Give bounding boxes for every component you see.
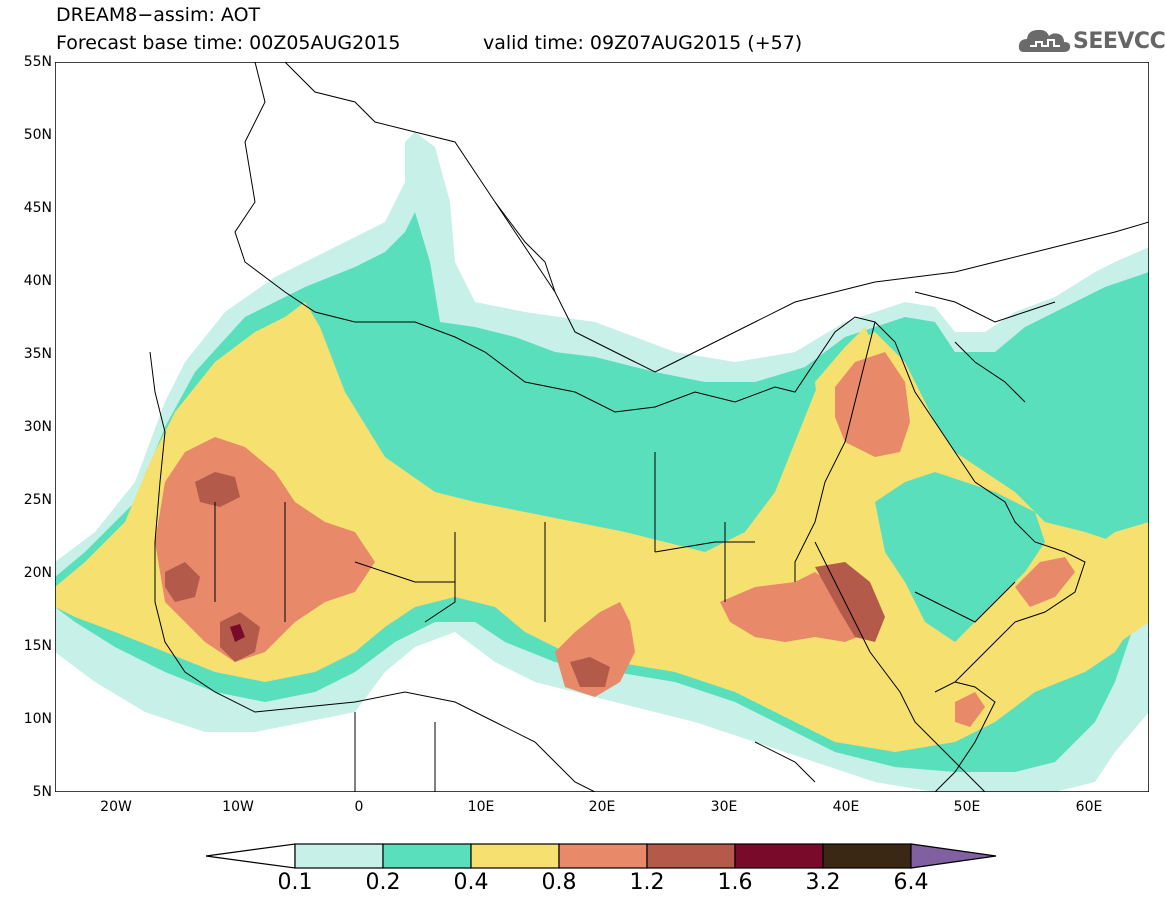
lat-label: 45N bbox=[23, 200, 52, 216]
map-title: DREAM8−assim: AOT bbox=[56, 4, 261, 26]
lat-label: 50N bbox=[23, 127, 52, 143]
cloud-icon bbox=[1018, 29, 1071, 52]
colorbar-swatch bbox=[734, 843, 824, 869]
lat-label: 25N bbox=[23, 492, 52, 508]
lon-label: 50E bbox=[953, 799, 981, 815]
lon-label: 20W bbox=[100, 799, 132, 815]
colorbar-swatch bbox=[822, 843, 912, 869]
valid-time-label: valid time: 09Z07AUG2015 (+57) bbox=[483, 32, 803, 54]
lat-label: 40N bbox=[23, 273, 52, 289]
colorbar-label: 0.8 bbox=[541, 870, 577, 895]
lon-label: 0 bbox=[354, 799, 364, 815]
aot-band-1.6 bbox=[230, 624, 245, 642]
base-time-label: Forecast base time: 00Z05AUG2015 bbox=[56, 32, 401, 54]
lat-label: 35N bbox=[23, 346, 52, 362]
colorbar-label: 0.1 bbox=[277, 870, 313, 895]
aot-band-0.8-arabia bbox=[835, 352, 910, 457]
colorbar-swatch bbox=[470, 843, 560, 869]
lon-label: 10W bbox=[222, 799, 254, 815]
lon-label: 20E bbox=[588, 799, 616, 815]
lon-label: 30E bbox=[710, 799, 738, 815]
colorbar bbox=[206, 843, 997, 869]
lat-label: 55N bbox=[23, 54, 52, 70]
lat-label: 30N bbox=[23, 419, 52, 435]
coastlines bbox=[149, 62, 1149, 792]
colorbar-label: 1.6 bbox=[717, 870, 753, 895]
aot-map bbox=[55, 62, 1149, 792]
colorbar-label: 3.2 bbox=[805, 870, 841, 895]
colorbar-label: 0.4 bbox=[453, 870, 489, 895]
colorbar-swatch bbox=[646, 843, 736, 869]
seevccc-logo: SEEVCCC bbox=[1018, 24, 1165, 58]
aot-band-0.8-oman bbox=[1015, 557, 1075, 607]
aot-band-1.2-d bbox=[570, 657, 610, 687]
aot-band-1.2-b bbox=[165, 562, 200, 602]
aot-band-1.2-a bbox=[195, 472, 240, 507]
lon-label: 60E bbox=[1075, 799, 1103, 815]
aot-band-0.2-arabia bbox=[875, 472, 1045, 642]
colorbar-swatch bbox=[294, 843, 384, 869]
aot-band-0.8-somalia bbox=[955, 692, 985, 727]
colorbar-label: 0.2 bbox=[365, 870, 401, 895]
lon-label: 40E bbox=[832, 799, 860, 815]
colorbar-under-arrow bbox=[206, 843, 296, 869]
lat-label: 20N bbox=[23, 565, 52, 581]
colorbar-over-arrow bbox=[910, 843, 997, 869]
aot-band-1.2-e bbox=[815, 562, 885, 642]
lon-label: 10E bbox=[467, 799, 495, 815]
lat-label: 15N bbox=[23, 638, 52, 654]
colorbar-label: 1.2 bbox=[629, 870, 665, 895]
colorbar-swatch bbox=[382, 843, 472, 869]
colorbar-label: 6.4 bbox=[893, 870, 929, 895]
logo-text: SEEVCCC bbox=[1073, 29, 1165, 54]
colorbar-swatch bbox=[558, 843, 648, 869]
lat-label: 5N bbox=[32, 784, 52, 800]
lat-label: 10N bbox=[23, 711, 52, 727]
